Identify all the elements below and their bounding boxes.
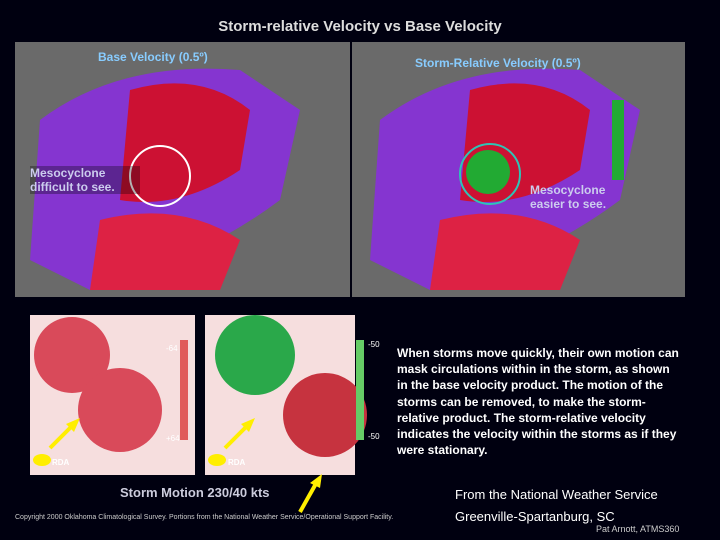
copyright: Copyright 2000 Oklahoma Climatological S… [15,514,394,521]
panel-note: Mesocyclone easier to see. [530,183,607,211]
rda-marker [208,454,226,466]
panel-label: Storm-Relative Velocity (0.5º) [415,56,581,70]
site-label: RDA [52,458,70,467]
credit: From the National Weather Service [455,487,658,502]
arrow-head [241,418,255,432]
circle [459,143,521,205]
panel-note: Mesocyclone difficult to see. [30,166,140,194]
arrow-head [66,418,80,432]
radar-echo [430,213,580,290]
arrow-head [310,474,322,488]
site-label: RDA [228,458,246,467]
radar-echo [120,83,250,202]
panel-label: Base Velocity (0.5º) [98,50,208,64]
scale-label: -50 [368,432,380,441]
credit: Greenville-Spartanburg, SC [455,509,615,524]
color-scale [612,100,624,180]
color-scale [180,340,188,440]
author: Pat Arnott, ATMS360 [596,524,680,534]
rda-marker [33,454,51,466]
scale-label: +64 [166,434,180,443]
storm-motion: Storm Motion 230/40 kts [120,485,270,500]
title: Storm-relative Velocity vs Base Velocity [218,18,502,35]
paragraph: When storms move quickly, their own moti… [397,346,679,458]
radar-echo [466,150,510,194]
storm-circle [78,368,162,452]
scale-label: -50 [368,340,380,349]
scale-label: -64 [166,344,178,353]
color-scale [356,340,364,440]
storm-circle [283,373,367,457]
storm-circle [34,317,110,393]
storm-circle [215,315,295,395]
circle [129,145,191,207]
radar-echo [90,213,240,290]
